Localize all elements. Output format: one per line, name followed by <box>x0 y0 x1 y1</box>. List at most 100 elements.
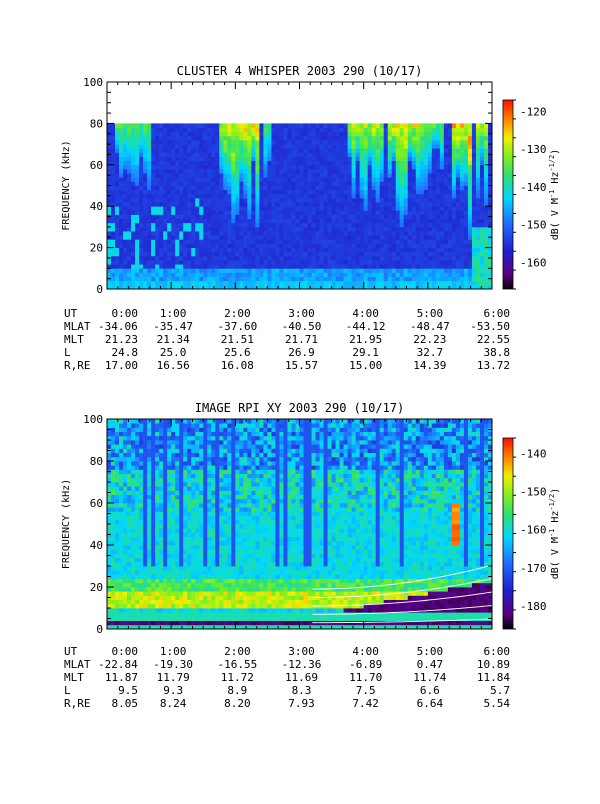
ephemeris-value: -48.47 <box>410 320 450 333</box>
panel-1: CLUSTER 4 WHISPER 2003 290 (10/17) 0 20 40 6… <box>61 64 561 372</box>
ephemeris-value: -12.36 <box>282 658 322 671</box>
y-tick-label: 40 <box>90 200 103 213</box>
ephemeris-value: -37.60 <box>217 320 257 333</box>
ephemeris-row-label: MLT <box>64 671 84 684</box>
ephemeris-value: 29.1 <box>352 346 379 359</box>
colorbar-label: dB( V M-1 Hz-1/2) <box>548 488 561 580</box>
ephemeris-row-label: R,RE <box>64 359 91 372</box>
ephemeris-row-label: MLAT <box>64 320 91 333</box>
colorbar-label: dB( V M-1 Hz-1/2) <box>548 149 561 241</box>
ephemeris-value: 8.9 <box>227 684 247 697</box>
ephemeris-value: 6:00 <box>484 307 511 320</box>
ephemeris-value: 1:00 <box>160 307 187 320</box>
y-axis-label: FREQUENCY (kHz) <box>61 479 72 569</box>
colorbar-tick-label: -120 <box>520 105 547 118</box>
ephemeris-value: -35.47 <box>153 320 193 333</box>
ephemeris-value: -53.50 <box>470 320 510 333</box>
ephemeris-value: 26.9 <box>288 346 315 359</box>
ephemeris-value: 2:00 <box>224 307 251 320</box>
y-tick-label: 0 <box>96 623 103 636</box>
ephemeris-row-label: R,RE <box>64 697 91 710</box>
ephemeris-value: 6.64 <box>417 697 444 710</box>
y-tick-label: 20 <box>90 581 103 594</box>
colorbar-tick-label: -130 <box>520 143 547 156</box>
ephemeris-value: 5.7 <box>490 684 510 697</box>
ephemeris-value: 11.69 <box>285 671 318 684</box>
ephemeris-value: 0.47 <box>417 658 444 671</box>
ephemeris-row-label: MLAT <box>64 658 91 671</box>
ephemeris-value: 7.5 <box>356 684 376 697</box>
y-tick-label: 100 <box>83 76 103 89</box>
ephemeris-value: 14.39 <box>413 359 446 372</box>
ephemeris-value: 8.05 <box>112 697 139 710</box>
ephemeris-value: -40.50 <box>282 320 322 333</box>
ephemeris-value: 5:00 <box>417 307 444 320</box>
ephemeris-row-label: UT <box>64 307 78 320</box>
ephemeris-value: 16.08 <box>221 359 254 372</box>
ephemeris-value: 11.74 <box>413 671 446 684</box>
y-tick-label: 100 <box>83 413 103 426</box>
y-tick-label: 20 <box>90 242 103 255</box>
ephemeris-value: -44.12 <box>346 320 386 333</box>
ephemeris-value: 3:00 <box>288 307 315 320</box>
ephemeris-value: 1:00 <box>160 645 187 658</box>
ephemeris-value: 10.89 <box>477 658 510 671</box>
ephemeris-value: 21.95 <box>349 333 382 346</box>
ephemeris-value: -16.55 <box>217 658 257 671</box>
ephemeris-value: 38.8 <box>484 346 511 359</box>
chart-title: CLUSTER 4 WHISPER 2003 290 (10/17) <box>177 64 423 78</box>
ephemeris-value: -34.06 <box>98 320 138 333</box>
colorbar-tick-label: -170 <box>520 562 547 575</box>
ephemeris-value: 24.8 <box>112 346 139 359</box>
ephemeris-row-label: UT <box>64 645 78 658</box>
ephemeris-row-label: L <box>64 684 71 697</box>
ephemeris-value: 22.23 <box>413 333 446 346</box>
colorbar-tick-label: -160 <box>520 257 547 270</box>
ephemeris-value: 11.79 <box>157 671 190 684</box>
ephemeris-value: 7.42 <box>352 697 379 710</box>
panel-2: IMAGE RPI XY 2003 290 (10/17) 0 20 40 60 80 10… <box>61 401 561 710</box>
ephemeris-value: -22.84 <box>98 658 138 671</box>
spectrogram-image <box>107 419 492 629</box>
ephemeris-value: 15.00 <box>349 359 382 372</box>
colorbar-tick-label: -150 <box>520 485 547 498</box>
ephemeris-value: 17.00 <box>105 359 138 372</box>
ephemeris-value: 0:00 <box>112 307 139 320</box>
colorbar-tick-label: -140 <box>520 447 547 460</box>
ephemeris-value: 16.56 <box>157 359 190 372</box>
colorbar-tick-label: -150 <box>520 219 547 232</box>
ephemeris-value: 21.51 <box>221 333 254 346</box>
y-tick-label: 80 <box>90 117 103 130</box>
colorbar-tick-label: -180 <box>520 600 547 613</box>
y-tick-label: 60 <box>90 159 103 172</box>
ephemeris-value: 25.0 <box>160 346 187 359</box>
ephemeris-value: 15.57 <box>285 359 318 372</box>
ephemeris-value: 25.6 <box>224 346 251 359</box>
chart-title: IMAGE RPI XY 2003 290 (10/17) <box>195 401 405 415</box>
ephemeris-value: 11.72 <box>221 671 254 684</box>
ephemeris-value: 8.24 <box>160 697 187 710</box>
y-tick-label: 80 <box>90 455 103 468</box>
y-tick-label: 40 <box>90 539 103 552</box>
y-tick-label: 60 <box>90 497 103 510</box>
y-tick-label: 0 <box>96 283 103 296</box>
ephemeris-value: 6:00 <box>484 645 511 658</box>
ephemeris-value: 5:00 <box>417 645 444 658</box>
ephemeris-value: 5.54 <box>484 697 511 710</box>
ephemeris-value: 32.7 <box>417 346 444 359</box>
ephemeris-value: 11.70 <box>349 671 382 684</box>
ephemeris-row-label: L <box>64 346 71 359</box>
ephemeris-row-label: MLT <box>64 333 84 346</box>
colorbar-tick-label: -140 <box>520 181 547 194</box>
ephemeris-value: 3:00 <box>288 645 315 658</box>
spectrogram-image <box>107 123 492 289</box>
ephemeris-value: -19.30 <box>153 658 193 671</box>
ephemeris-value: 0:00 <box>112 645 139 658</box>
ephemeris-value: 6.6 <box>420 684 440 697</box>
ephemeris-value: 4:00 <box>352 645 379 658</box>
ephemeris-value: 9.3 <box>163 684 183 697</box>
ephemeris-value: 21.71 <box>285 333 318 346</box>
